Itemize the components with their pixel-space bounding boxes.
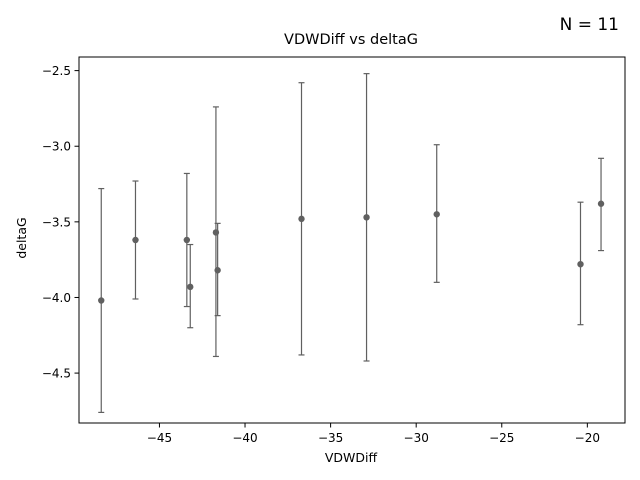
data-point [98,297,105,304]
y-tick-label: −3.5 [42,215,71,229]
y-axis: −4.5 −4.0 −3.5 −3.0 −2.5 [42,64,79,381]
x-tick-label: −35 [318,431,343,445]
x-tick-label: −25 [489,431,514,445]
data-point-group [597,157,605,252]
data-point-group [187,243,194,329]
plot-frame [78,56,626,424]
data-point [298,215,305,223]
data-point [132,236,139,244]
x-tick-label: −40 [232,431,257,445]
x-tick-label: −45 [147,431,172,445]
sample-count-annotation: N = 11 [560,15,619,35]
data-point-group [183,172,191,308]
data-point-group [214,222,221,317]
data-point-group [363,73,370,362]
y-tick-label: −4.0 [42,291,71,305]
y-axis-label: deltaG [14,217,29,258]
data-point [183,236,191,244]
x-tick-label: −30 [404,431,429,445]
data-point-group [433,144,440,283]
y-tick-label: −4.5 [42,367,71,381]
chart-title: VDWDiff vs deltaG [284,32,418,48]
data-point [187,283,194,291]
data-point-group [298,82,305,356]
x-axis-label: VDWDiff [325,450,378,465]
data-point [597,200,605,207]
y-tick-label: −2.5 [42,64,71,78]
x-tick-label: −20 [575,431,600,445]
data-point [433,211,440,218]
data-point-group [577,201,584,326]
plot-area [78,56,626,424]
data-point-group [132,180,139,300]
y-tick-label: −3.0 [42,140,71,154]
data-point [363,214,370,221]
data-point [577,260,584,268]
data-point-group [98,187,105,414]
x-axis: −45 −40 −35 −30 −25 −20 [147,423,600,445]
data-point [214,267,221,274]
